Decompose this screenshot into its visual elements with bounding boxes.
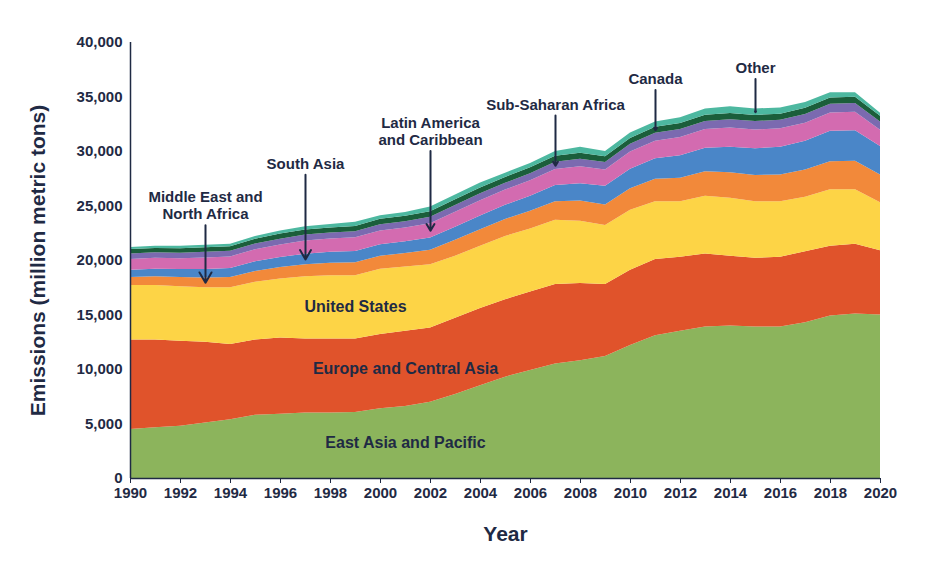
svg-text:Year: Year — [483, 522, 527, 545]
svg-text:15,000: 15,000 — [77, 306, 123, 323]
svg-text:Canada: Canada — [628, 70, 683, 87]
svg-text:2018: 2018 — [814, 484, 847, 501]
svg-text:Middle East andNorth Africa: Middle East andNorth Africa — [148, 188, 262, 222]
svg-text:Latin Americaand Caribbean: Latin Americaand Caribbean — [378, 114, 482, 148]
svg-text:35,000: 35,000 — [77, 88, 123, 105]
svg-text:Europe and Central Asia: Europe and Central Asia — [313, 360, 498, 377]
svg-text:1996: 1996 — [264, 484, 297, 501]
svg-text:South Asia: South Asia — [267, 155, 345, 172]
svg-text:0: 0 — [114, 469, 123, 487]
svg-text:25,000: 25,000 — [77, 197, 123, 214]
svg-text:Other: Other — [735, 59, 775, 76]
svg-text:5,000: 5,000 — [85, 415, 123, 432]
svg-text:2016: 2016 — [764, 484, 797, 501]
svg-text:2004: 2004 — [464, 484, 498, 501]
svg-text:10,000: 10,000 — [77, 360, 123, 377]
svg-text:2014: 2014 — [714, 484, 748, 501]
svg-text:United States: United States — [304, 298, 406, 315]
svg-text:Emissions (million metric tons: Emissions (million metric tons) — [26, 105, 49, 417]
svg-text:1994: 1994 — [214, 484, 248, 501]
svg-text:1992: 1992 — [164, 484, 197, 501]
svg-text:2020: 2020 — [864, 484, 897, 501]
svg-text:1990: 1990 — [114, 484, 147, 501]
svg-text:2002: 2002 — [414, 484, 447, 501]
svg-text:Sub-Saharan Africa: Sub-Saharan Africa — [486, 96, 625, 113]
svg-text:2008: 2008 — [564, 484, 597, 501]
svg-text:2006: 2006 — [514, 484, 547, 501]
svg-text:2010: 2010 — [614, 484, 647, 501]
svg-text:2000: 2000 — [364, 484, 397, 501]
svg-text:2012: 2012 — [664, 484, 697, 501]
svg-text:1998: 1998 — [314, 484, 347, 501]
svg-text:East Asia and Pacific: East Asia and Pacific — [325, 434, 485, 451]
svg-text:20,000: 20,000 — [77, 251, 123, 268]
svg-text:40,000: 40,000 — [77, 33, 123, 50]
svg-text:30,000: 30,000 — [77, 142, 123, 159]
